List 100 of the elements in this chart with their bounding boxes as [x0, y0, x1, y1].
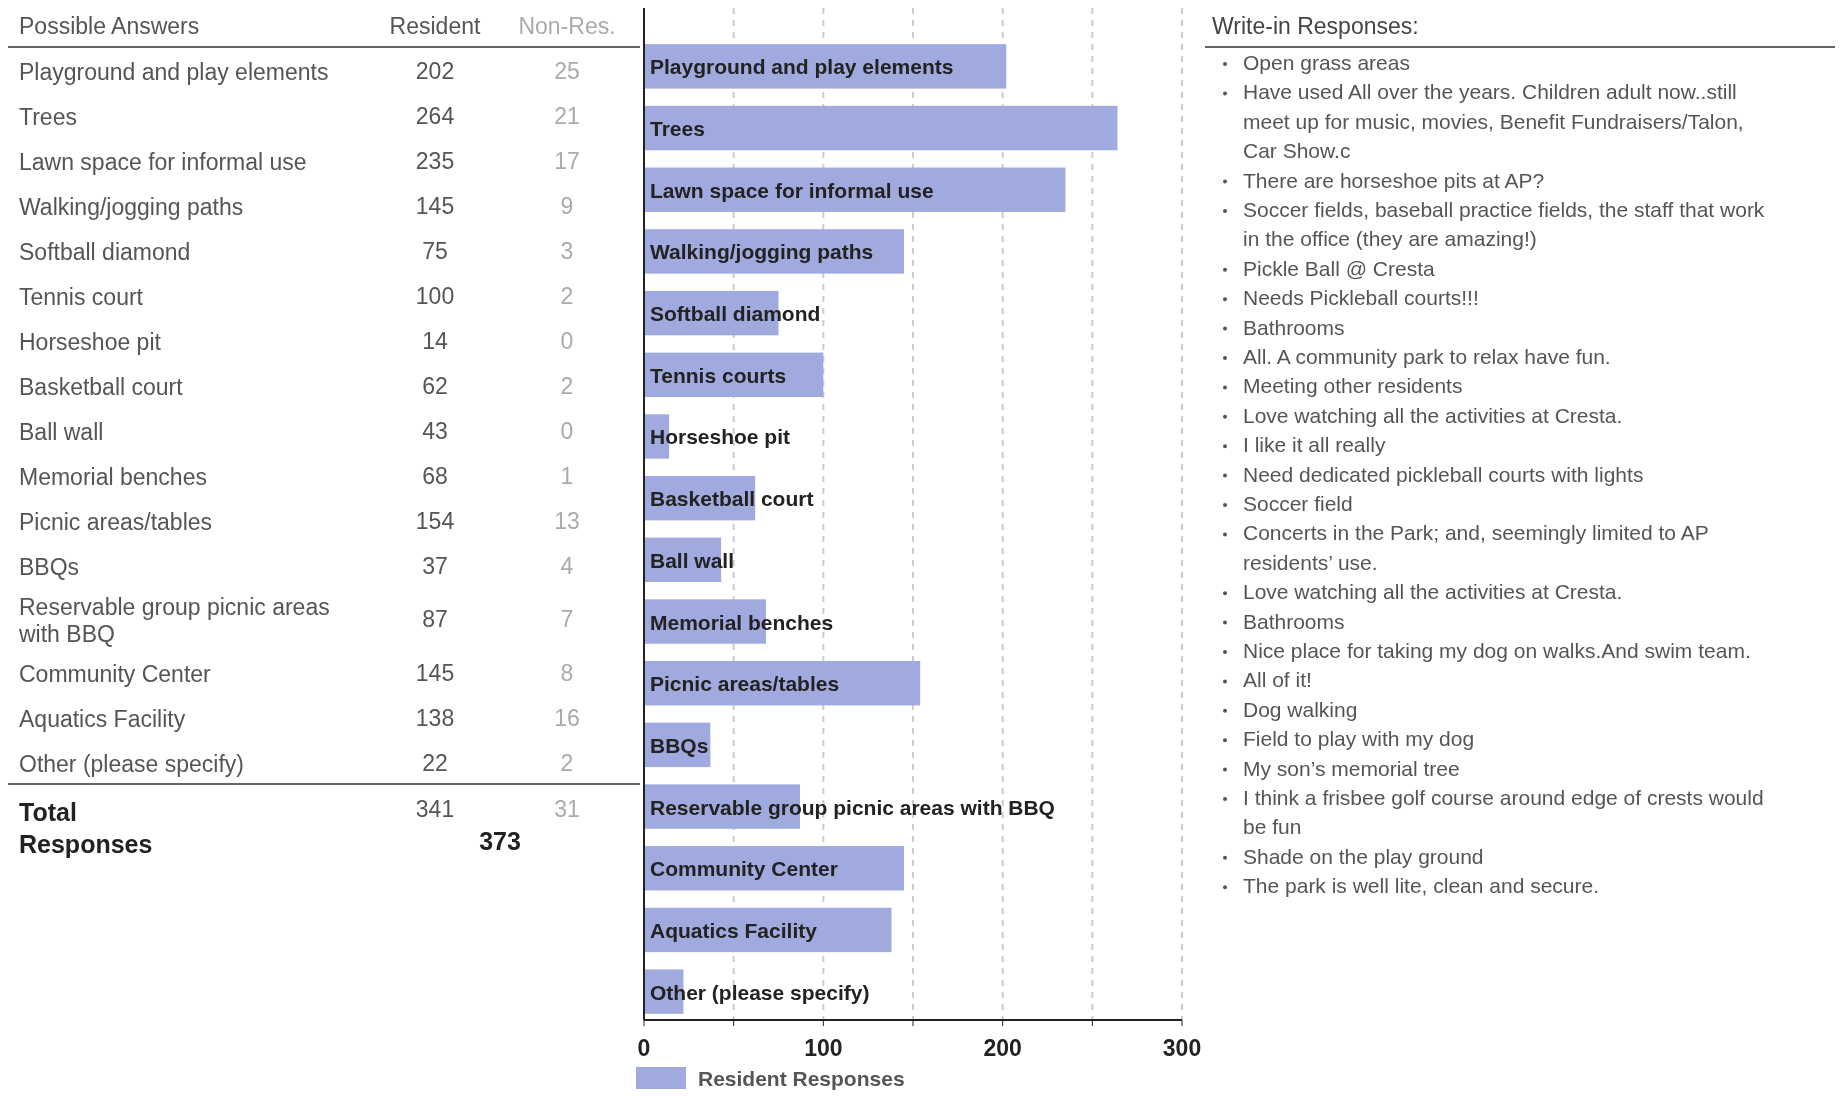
- y-tick-label: Ball wall: [650, 548, 735, 572]
- text: Total Responses: [19, 798, 153, 858]
- text: 31: [554, 796, 580, 822]
- data-label: 8: [560, 659, 574, 686]
- text: Resident: [389, 13, 481, 39]
- data-label: 22: [422, 749, 448, 776]
- category-label: BBQs: [19, 554, 80, 580]
- data-label: 25: [554, 57, 580, 84]
- data-label: 87: [422, 606, 448, 632]
- text: Love watching all the activities at Cresta.: [1243, 403, 1623, 427]
- category-label: Ball wall: [19, 419, 104, 445]
- data-label: 37: [422, 552, 448, 579]
- category-label: Reservable group picnic areas with BBQ: [18, 594, 330, 647]
- text: Possible Answers: [19, 13, 200, 39]
- data-label: 145: [415, 192, 455, 219]
- text: I think a frisbee golf course around edge of crests would be fun: [1243, 786, 1764, 839]
- category-label: Softball diamond: [19, 239, 191, 265]
- data-label: 7: [560, 606, 574, 632]
- bar: [644, 105, 1118, 151]
- y-tick-label: Tennis courts: [650, 363, 787, 387]
- data-label: 68: [422, 462, 448, 489]
- text: Non-Res.: [518, 13, 616, 39]
- category-label: Horseshoe pit: [19, 329, 162, 355]
- data-label: 0: [560, 417, 574, 444]
- text: All. A community park to relax have fun.: [1243, 345, 1611, 368]
- text: 373: [479, 827, 521, 855]
- text: Field to play with my dog: [1243, 727, 1475, 751]
- text: Love watching all the activities at Cresta.: [1243, 580, 1623, 604]
- y-tick-label: Memorial benches: [650, 610, 834, 634]
- data-label: 16: [554, 704, 580, 731]
- text: Meeting other residents: [1243, 374, 1463, 398]
- y-tick-label: Playground and play elements: [650, 55, 954, 79]
- data-label: 21: [554, 102, 580, 129]
- data-label: 100: [415, 282, 455, 309]
- category-label: Memorial benches: [19, 464, 207, 490]
- data-label: 4: [560, 552, 574, 579]
- text: All of it!: [1243, 668, 1312, 692]
- text: Dog walking: [1243, 697, 1358, 721]
- data-label: 202: [415, 57, 455, 84]
- y-tick-label: Horseshoe pit: [650, 425, 791, 449]
- text: My son’s memorial tree: [1243, 756, 1460, 780]
- y-tick-label: Reservable group picnic areas with BBQ: [650, 795, 1055, 819]
- y-tick-label: Picnic areas/tables: [650, 672, 840, 696]
- category-label: Aquatics Facility: [19, 706, 186, 732]
- y-tick-label: Aquatics Facility: [650, 918, 818, 942]
- y-tick-label: Lawn space for informal use: [650, 178, 934, 202]
- y-tick-label: BBQs: [650, 733, 709, 757]
- data-label: 0: [560, 327, 574, 354]
- text: Have used All over the years. Children adult now..still meet up for music, movies, Benefit Fundraisers/Talon, Car Show.c: [1243, 80, 1744, 163]
- x-tick-label: 300: [1162, 1035, 1202, 1061]
- y-tick-label: Trees: [650, 117, 705, 141]
- text: Shade on the play ground: [1243, 844, 1484, 868]
- category-label: Lawn space for informal use: [19, 149, 307, 175]
- x-tick-label: 0: [637, 1035, 651, 1061]
- y-tick-label: Community Center: [650, 857, 838, 881]
- x-tick-label: 100: [804, 1035, 843, 1061]
- legend-label: Resident Responses: [698, 1067, 905, 1090]
- category-label: Playground and play elements: [19, 59, 329, 85]
- data-label: 138: [415, 704, 455, 731]
- text: Pickle Ball @ Cresta: [1243, 256, 1436, 280]
- y-tick-label: Basketball court: [650, 487, 814, 511]
- data-label: 13: [554, 507, 580, 534]
- text: Soccer fields, baseball practice fields, the staff that work in the office (they are amazing!): [1243, 198, 1765, 251]
- data-label: 43: [422, 417, 448, 444]
- data-label: 264: [415, 102, 455, 129]
- data-label: 75: [422, 237, 448, 264]
- category-label: Community Center: [19, 661, 212, 687]
- text: Nice place for taking my dog on walks.And swim team.: [1243, 639, 1751, 662]
- data-label: 3: [560, 237, 574, 264]
- text: Write-in Responses:: [1212, 13, 1419, 39]
- category-label: Basketball court: [19, 374, 184, 400]
- y-tick-label: Walking/jogging paths: [650, 240, 874, 264]
- y-tick-label: Softball diamond: [650, 302, 821, 326]
- text: There are horseshoe pits at AP?: [1243, 168, 1545, 192]
- text: Bathrooms: [1243, 609, 1345, 633]
- text: Concerts in the Park; and, seemingly limited to AP residents’ use.: [1243, 521, 1709, 574]
- category-label: Picnic areas/tables: [19, 509, 213, 535]
- category-label: Walking/jogging paths: [19, 194, 244, 220]
- data-label: 17: [554, 147, 580, 174]
- text: Soccer field: [1243, 492, 1353, 515]
- text: 341: [415, 796, 455, 822]
- y-tick-label: Other (please specify): [650, 980, 870, 1004]
- data-label: 154: [415, 507, 455, 534]
- x-tick-label: 200: [983, 1035, 1022, 1061]
- data-label: 2: [560, 372, 574, 399]
- category-label: Trees: [19, 104, 77, 130]
- data-label: 235: [415, 147, 455, 174]
- data-label: 2: [560, 749, 574, 776]
- text: The park is well lite, clean and secure.: [1243, 874, 1600, 898]
- data-label: 145: [415, 659, 455, 686]
- data-label: 2: [560, 282, 574, 309]
- category-label: Other (please specify): [19, 751, 244, 777]
- text: Needs Pickleball courts!!!: [1243, 286, 1479, 310]
- text: Bathrooms: [1243, 315, 1345, 339]
- data-label: 62: [422, 372, 448, 399]
- data-label: 9: [560, 192, 574, 219]
- text: Open grass areas: [1243, 51, 1410, 74]
- text: Need dedicated pickleball courts with lights: [1243, 462, 1644, 486]
- category-label: Tennis court: [19, 284, 144, 310]
- text: I like it all really: [1243, 433, 1386, 457]
